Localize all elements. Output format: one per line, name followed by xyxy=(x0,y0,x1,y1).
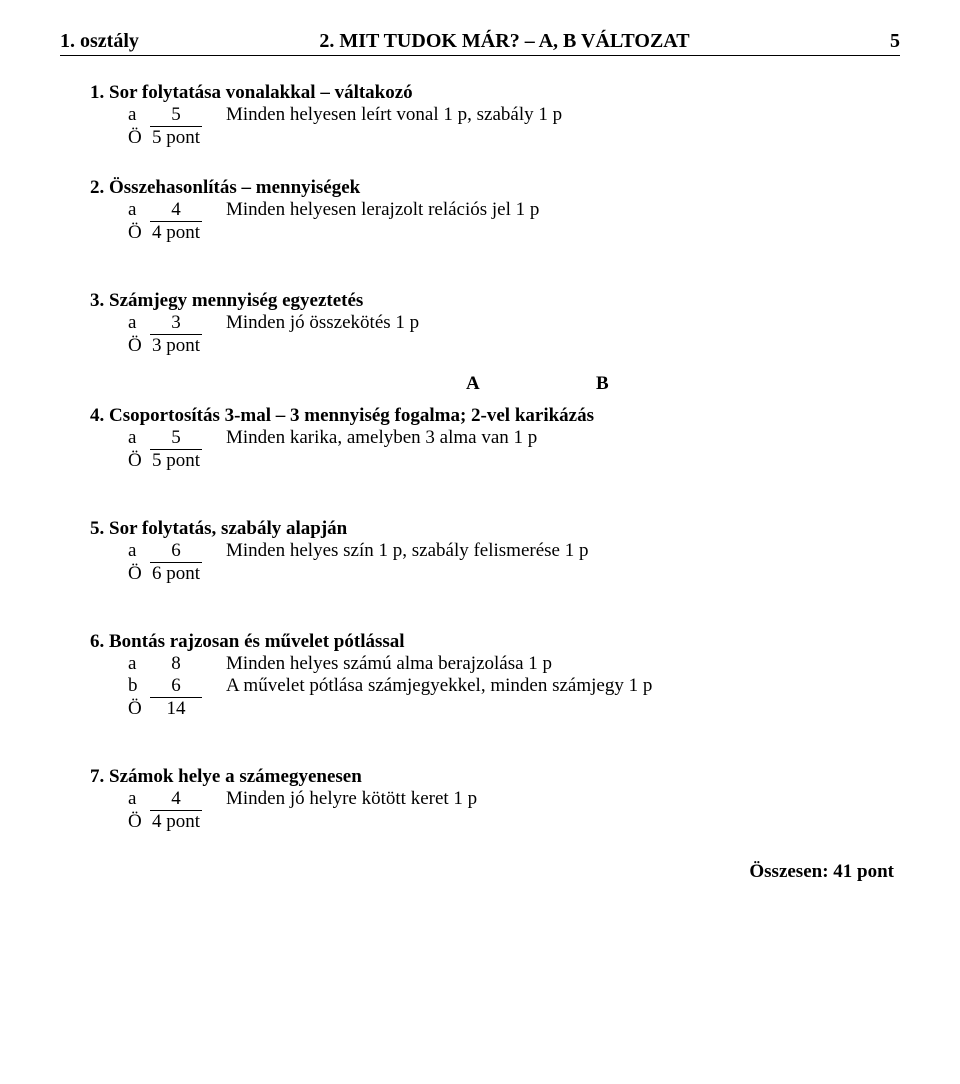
row-desc: Minden helyes szín 1 p, szabály felismer… xyxy=(226,540,900,562)
row-desc: Minden jó összekötés 1 p xyxy=(226,312,900,334)
row-label: Ö xyxy=(128,563,150,585)
row-value: 4 pont xyxy=(150,222,202,244)
section-3: 3. Számjegy mennyiség egyeztetés a 3 Min… xyxy=(90,290,900,395)
row-label: a xyxy=(128,788,150,810)
section-row: a 8 Minden helyes számú alma berajzolása… xyxy=(90,653,900,675)
section-row-total: Ö 5 pont xyxy=(90,450,900,472)
row-value: 4 xyxy=(150,199,202,222)
row-label: a xyxy=(128,199,150,221)
section-title: 4. Csoportosítás 3-mal – 3 mennyiség fog… xyxy=(90,405,900,427)
section-row: a 6 Minden helyes szín 1 p, szabály feli… xyxy=(90,540,900,563)
column-b-label: B xyxy=(596,373,609,395)
row-label: Ö xyxy=(128,450,150,472)
section-row-total: Ö 4 pont xyxy=(90,222,900,244)
row-value: 5 pont xyxy=(150,450,202,472)
section-row-total: Ö 3 pont xyxy=(90,335,900,357)
section-1: 1. Sor folytatása vonalakkal – váltakozó… xyxy=(90,82,900,149)
row-label: a xyxy=(128,653,150,675)
section-4: 4. Csoportosítás 3-mal – 3 mennyiség fog… xyxy=(90,405,900,472)
row-value: 6 pont xyxy=(150,563,202,585)
section-6: 6. Bontás rajzosan és művelet pótlással … xyxy=(90,631,900,720)
section-row: a 5 Minden karika, amelyben 3 alma van 1… xyxy=(90,427,900,450)
row-label: a xyxy=(128,312,150,334)
column-a-label: A xyxy=(466,373,596,395)
row-label: Ö xyxy=(128,127,150,149)
row-label: a xyxy=(128,427,150,449)
section-2: 2. Összehasonlítás – mennyiségek a 4 Min… xyxy=(90,177,900,244)
section-title: 5. Sor folytatás, szabály alapján xyxy=(90,518,900,540)
row-desc: Minden jó helyre kötött keret 1 p xyxy=(226,788,900,810)
row-value: 5 xyxy=(150,427,202,450)
ab-header: A B xyxy=(90,373,900,395)
row-label: Ö xyxy=(128,222,150,244)
row-value: 6 xyxy=(150,540,202,563)
section-title: 6. Bontás rajzosan és művelet pótlással xyxy=(90,631,900,653)
section-row-total: Ö 4 pont xyxy=(90,811,900,833)
row-value: 5 pont xyxy=(150,127,202,149)
section-row: a 4 Minden jó helyre kötött keret 1 p xyxy=(90,788,900,811)
row-value: 6 xyxy=(150,675,202,698)
section-5: 5. Sor folytatás, szabály alapján a 6 Mi… xyxy=(90,518,900,585)
section-row: a 5 Minden helyesen leírt vonal 1 p, sza… xyxy=(90,104,900,127)
section-7: 7. Számok helye a számegyenesen a 4 Mind… xyxy=(90,766,900,833)
section-row: a 3 Minden jó összekötés 1 p xyxy=(90,312,900,335)
row-value: 3 xyxy=(150,312,202,335)
row-value: 3 pont xyxy=(150,335,202,357)
row-desc: A művelet pótlása számjegyekkel, minden … xyxy=(226,675,900,697)
section-row-total: Ö 14 xyxy=(90,698,900,720)
row-label: Ö xyxy=(128,335,150,357)
row-label: b xyxy=(128,675,150,697)
page-header: 1. osztály 2. MIT TUDOK MÁR? – A, B VÁLT… xyxy=(60,30,900,56)
section-row: b 6 A művelet pótlása számjegyekkel, min… xyxy=(90,675,900,698)
header-page-number: 5 xyxy=(870,30,900,53)
row-label: Ö xyxy=(128,811,150,833)
row-value: 8 xyxy=(150,653,202,675)
row-desc: Minden helyes számú alma berajzolása 1 p xyxy=(226,653,900,675)
row-value: 5 xyxy=(150,104,202,127)
section-title: 3. Számjegy mennyiség egyeztetés xyxy=(90,290,900,312)
row-label: a xyxy=(128,104,150,126)
row-label: Ö xyxy=(128,698,150,720)
row-value: 4 pont xyxy=(150,811,202,833)
section-row-total: Ö 5 pont xyxy=(90,127,900,149)
row-desc: Minden helyesen leírt vonal 1 p, szabály… xyxy=(226,104,900,126)
header-left: 1. osztály xyxy=(60,30,139,53)
section-row-total: Ö 6 pont xyxy=(90,563,900,585)
section-title: 2. Összehasonlítás – mennyiségek xyxy=(90,177,900,199)
row-value: 4 xyxy=(150,788,202,811)
row-desc: Minden karika, amelyben 3 alma van 1 p xyxy=(226,427,900,449)
grand-total: Összesen: 41 pont xyxy=(60,861,900,883)
section-row: a 4 Minden helyesen lerajzolt relációs j… xyxy=(90,199,900,222)
section-title: 7. Számok helye a számegyenesen xyxy=(90,766,900,788)
row-desc: Minden helyesen lerajzolt relációs jel 1… xyxy=(226,199,900,221)
row-label: a xyxy=(128,540,150,562)
header-center: 2. MIT TUDOK MÁR? – A, B VÁLTOZAT xyxy=(139,30,870,53)
section-title: 1. Sor folytatása vonalakkal – váltakozó xyxy=(90,82,900,104)
row-value: 14 xyxy=(150,698,202,720)
